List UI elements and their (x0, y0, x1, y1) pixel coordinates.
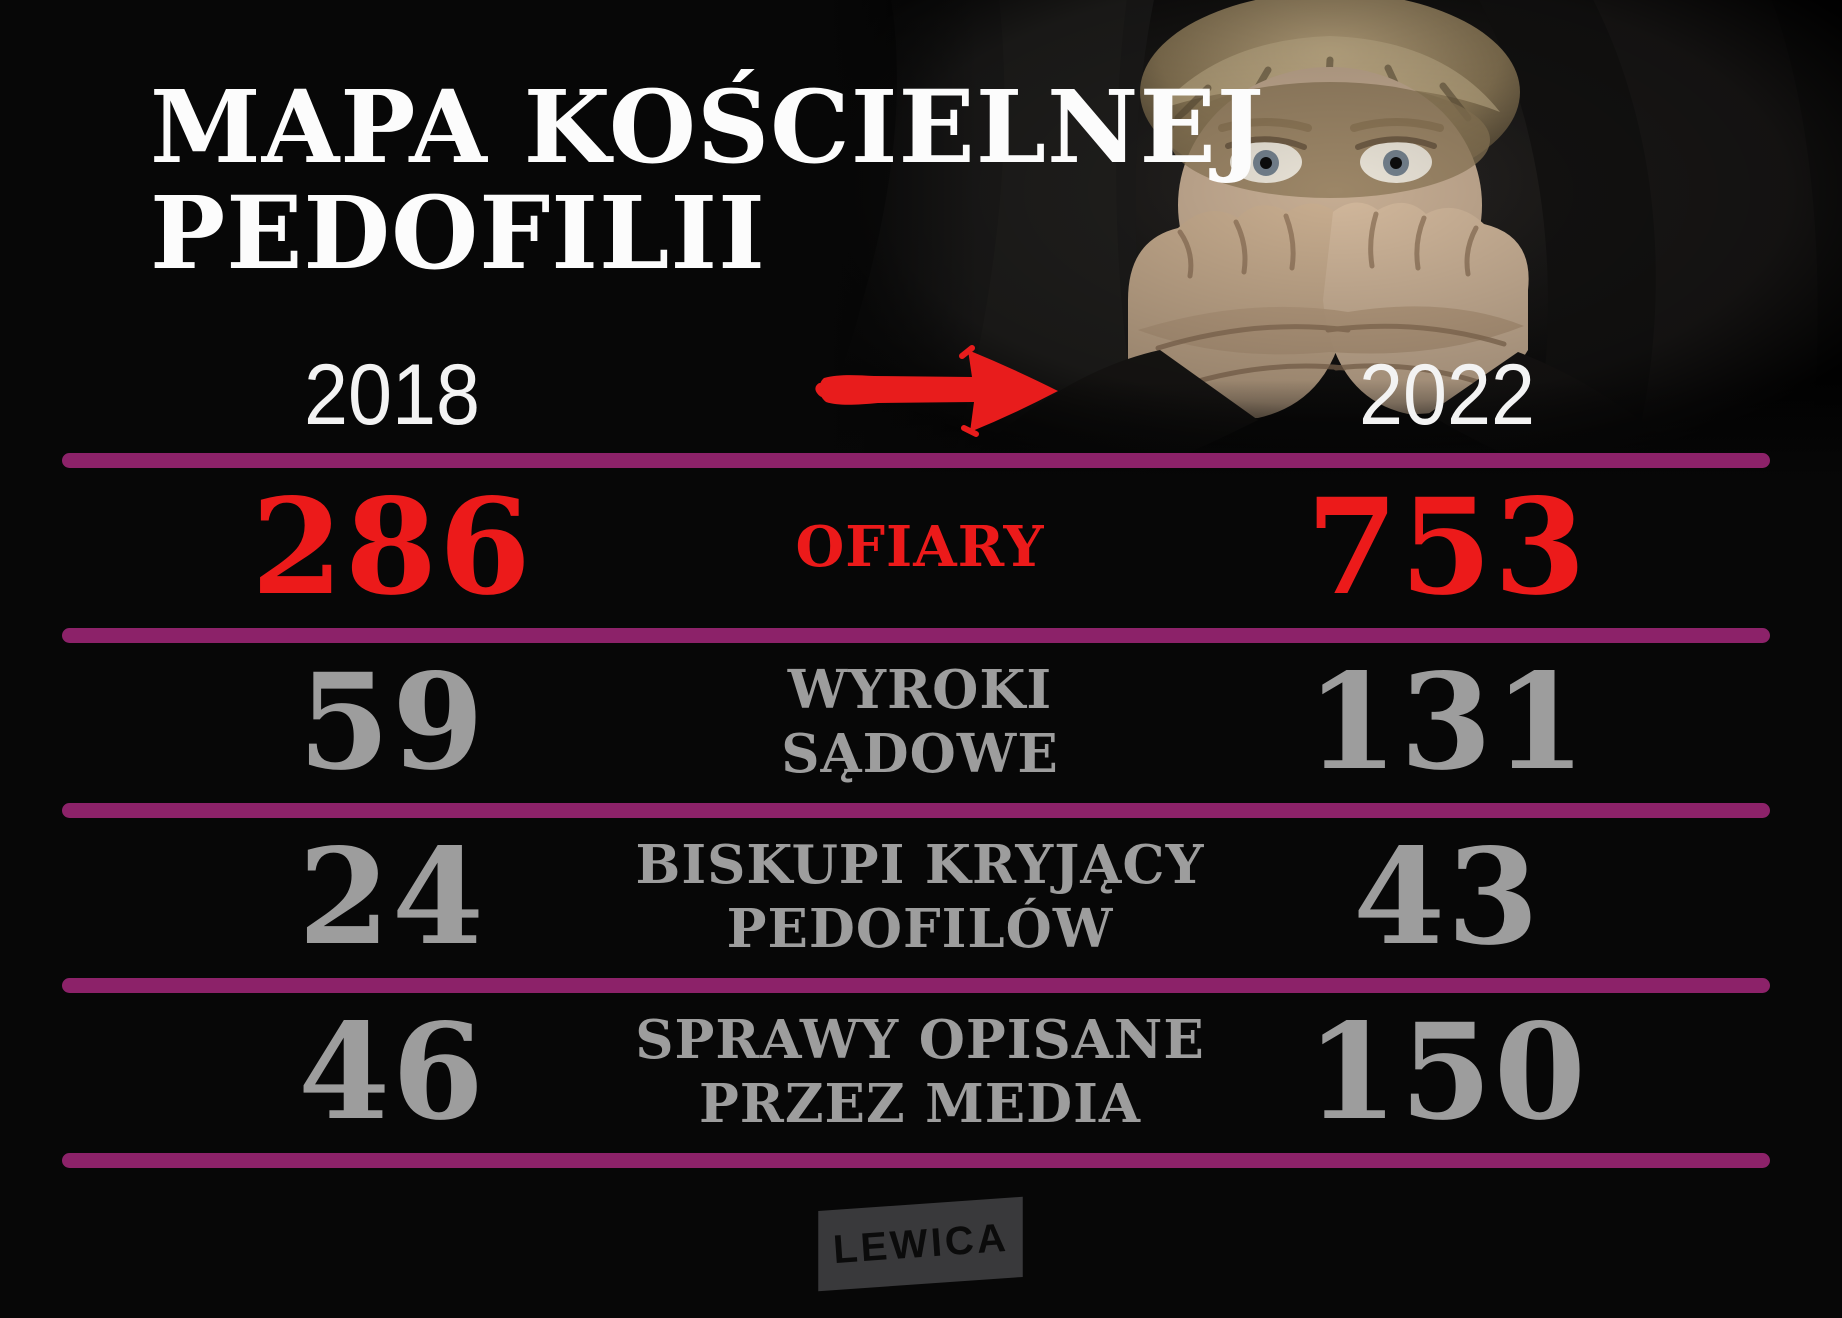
row-label-line2: PRZEZ MEDIA (698, 1073, 1142, 1135)
year-left-label: 2018 (303, 347, 481, 443)
row-label-line1: SPRAWY OPISANE (635, 1009, 1205, 1072)
row-label-line1: OFIARY (795, 514, 1045, 581)
year-right-label: 2022 (1358, 347, 1536, 443)
row-label: OFIARY (618, 468, 1222, 628)
value-2018: 24 (298, 820, 486, 975)
table-row-wyroki-sadowe: 59 WYROKI SĄDOWE 131 (0, 643, 1842, 803)
lewica-logo: LEWICA (818, 1196, 1023, 1292)
value-2022: 753 (1306, 470, 1588, 625)
value-2018: 59 (298, 645, 486, 800)
value-2022: 150 (1306, 995, 1588, 1150)
row-label-line2: SĄDOWE (781, 723, 1059, 785)
row-label-line1: WYROKI (787, 659, 1053, 722)
page-title-line1: MAPA KOŚCIELNEJ (150, 68, 1265, 186)
value-2022: 43 (1353, 820, 1541, 975)
row-label: SPRAWY OPISANE PRZEZ MEDIA (618, 993, 1222, 1153)
table-row-sprawy-media: 46 SPRAWY OPISANE PRZEZ MEDIA 150 (0, 993, 1842, 1153)
child-mouth-covered-photo (828, 0, 1842, 478)
value-2018: 46 (298, 995, 486, 1150)
divider-line (62, 628, 1770, 643)
table-row-biskupi: 24 BISKUPI KRYJĄCY PEDOFILÓW 43 (0, 818, 1842, 978)
row-label-line1: BISKUPI KRYJĄCY (635, 834, 1205, 897)
lewica-logo-text: LEWICA (831, 1215, 1010, 1272)
row-label-line2: PEDOFILÓW (726, 898, 1114, 960)
divider-line (62, 1153, 1770, 1168)
value-2022: 131 (1306, 645, 1588, 800)
row-label: BISKUPI KRYJĄCY PEDOFILÓW (618, 818, 1222, 978)
arrow-right-icon (815, 345, 1058, 437)
page-title-line2: PEDOFILII (150, 174, 766, 292)
divider-line (62, 453, 1770, 468)
page-title: MAPA KOŚCIELNEJ PEDOFILII (150, 74, 1265, 286)
row-label: WYROKI SĄDOWE (618, 643, 1222, 803)
divider-line (62, 803, 1770, 818)
table-row-ofiary: 286 OFIARY 753 (0, 468, 1842, 628)
divider-line (62, 978, 1770, 993)
value-2018: 286 (251, 470, 533, 625)
